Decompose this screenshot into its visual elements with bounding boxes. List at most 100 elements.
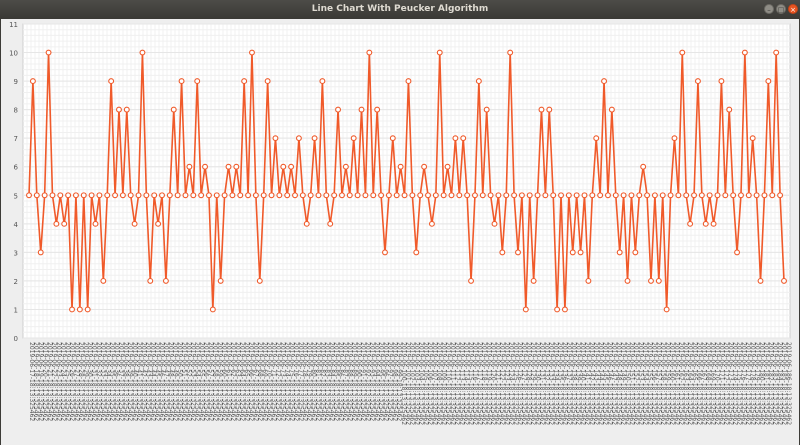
data-point bbox=[745, 192, 752, 199]
y-tick-label: 7 bbox=[14, 135, 18, 143]
data-point bbox=[166, 192, 173, 199]
x-tick-label: 2019-06-184-18:13:325462 bbox=[776, 342, 783, 425]
data-point bbox=[593, 135, 600, 142]
data-point bbox=[679, 49, 686, 56]
data-point bbox=[213, 192, 220, 199]
x-tick-label: 2019-06-175-18:13:325462 bbox=[736, 342, 743, 425]
data-point bbox=[460, 135, 467, 142]
x-tick-label: 2019-06-157-18:13:325462 bbox=[655, 342, 662, 425]
data-point bbox=[252, 192, 259, 199]
maximize-button[interactable]: □ bbox=[776, 4, 786, 14]
x-tick-label: 2019-06-135-18:13:325462 bbox=[557, 342, 564, 425]
x-tick-label: 2019-06-79-18:13:325462 bbox=[306, 342, 313, 421]
x-tick-label: 2019-06-59-18:13:325462 bbox=[216, 342, 223, 421]
data-point bbox=[350, 135, 357, 142]
x-tick-label: 2019-06-20-18:13:325462 bbox=[41, 342, 48, 421]
x-tick-label: 2019-06-141-18:13:325462 bbox=[583, 342, 590, 425]
x-tick-label: 2019-06-63-18:13:325462 bbox=[234, 342, 241, 421]
x-tick-label: 2019-06-148-18:13:325462 bbox=[615, 342, 622, 425]
x-tick-label: 2019-06-164-18:13:325462 bbox=[686, 342, 693, 425]
data-point bbox=[241, 78, 248, 85]
data-point bbox=[221, 192, 228, 199]
data-point bbox=[127, 192, 134, 199]
data-point bbox=[597, 192, 604, 199]
y-tick-label: 2 bbox=[14, 278, 18, 286]
data-point bbox=[237, 192, 244, 199]
data-point bbox=[573, 192, 580, 199]
data-point bbox=[569, 249, 576, 256]
x-tick-label: 2019-06-40-18:13:325462 bbox=[131, 342, 138, 421]
title-bar[interactable]: Line Chart With Peucker Algorithm – □ × bbox=[0, 0, 800, 19]
data-point bbox=[104, 192, 111, 199]
data-point bbox=[260, 192, 267, 199]
x-tick-label: 2019-06-82-18:13:325462 bbox=[319, 342, 326, 421]
data-point bbox=[256, 277, 263, 284]
x-tick-label: 2019-06-31-18:13:325462 bbox=[91, 342, 98, 421]
x-tick-label: 2019-06-47-18:13:325462 bbox=[162, 342, 169, 421]
x-tick-label: 2019-06-49-18:13:325462 bbox=[171, 342, 178, 421]
data-point bbox=[88, 192, 95, 199]
x-tick-label: 2019-06-161-18:13:325462 bbox=[673, 342, 680, 425]
data-point bbox=[194, 78, 201, 85]
x-tick-label: 2019-06-92-18:13:325462 bbox=[364, 342, 371, 421]
y-tick-label: 9 bbox=[14, 78, 18, 86]
x-tick-label: 2019-06-170-18:13:325462 bbox=[713, 342, 720, 425]
data-point bbox=[374, 106, 381, 113]
close-button[interactable]: × bbox=[788, 4, 798, 14]
x-tick-label: 2019-06-144-18:13:325462 bbox=[597, 342, 604, 425]
data-point bbox=[777, 192, 784, 199]
x-tick-label: 2019-06-67-18:13:325462 bbox=[252, 342, 259, 421]
x-tick-label: 2019-06-88-18:13:325462 bbox=[346, 342, 353, 421]
x-tick-label: 2019-06-134-18:13:325462 bbox=[552, 342, 559, 425]
x-tick-label: 2019-06-55-18:13:325462 bbox=[198, 342, 205, 421]
data-point bbox=[444, 163, 451, 170]
data-point bbox=[245, 192, 252, 199]
x-tick-label: 2019-06-163-18:13:325462 bbox=[682, 342, 689, 425]
data-point bbox=[123, 106, 130, 113]
x-tick-label: 2019-06-25-18:13:325462 bbox=[64, 342, 71, 421]
data-point bbox=[339, 192, 345, 199]
x-tick-label: 2019-06-80-18:13:325462 bbox=[310, 342, 317, 421]
x-tick-label: 2019-06-60-18:13:325462 bbox=[221, 342, 228, 421]
x-tick-label: 2019-06-137-18:13:325462 bbox=[566, 342, 573, 425]
data-point bbox=[781, 277, 787, 284]
x-tick-label: 2019-06-177-18:13:325462 bbox=[745, 342, 752, 425]
data-point bbox=[698, 192, 705, 199]
x-tick-label: 2019-06-185-18:13:325462 bbox=[781, 342, 788, 425]
x-tick-label: 2019-06-37-18:13:325462 bbox=[118, 342, 125, 421]
x-tick-label: 2019-06-36-18:13:325462 bbox=[113, 342, 120, 421]
data-point bbox=[155, 220, 162, 227]
data-point bbox=[382, 249, 388, 256]
x-tick-label: 2019-06-149-18:13:325462 bbox=[619, 342, 626, 425]
data-point bbox=[475, 78, 482, 85]
y-tick-label: 0 bbox=[14, 335, 18, 343]
data-point bbox=[448, 192, 455, 199]
x-tick-label: 2019-06-173-18:13:325462 bbox=[727, 342, 734, 425]
data-point bbox=[233, 163, 240, 170]
data-point bbox=[624, 277, 631, 284]
data-point bbox=[41, 192, 48, 199]
data-point bbox=[119, 192, 126, 199]
x-tick-label: 2019-06-104-18:13:325462 bbox=[418, 342, 425, 425]
data-point bbox=[655, 277, 662, 284]
x-tick-label: 2019-06-127-18:13:325462 bbox=[521, 342, 528, 425]
data-point bbox=[620, 192, 627, 199]
data-point bbox=[425, 192, 431, 199]
data-point bbox=[694, 78, 701, 85]
data-point bbox=[628, 192, 635, 199]
data-point bbox=[561, 306, 568, 313]
x-tick-label: 2019-06-140-18:13:325462 bbox=[579, 342, 586, 425]
data-point bbox=[687, 220, 694, 227]
data-point bbox=[738, 192, 744, 199]
data-point bbox=[749, 135, 756, 142]
data-point bbox=[96, 192, 103, 199]
x-tick-label: 2019-06-86-18:13:325462 bbox=[337, 342, 344, 421]
data-point bbox=[354, 192, 361, 199]
minimize-button[interactable]: – bbox=[764, 4, 774, 14]
data-point bbox=[186, 163, 193, 170]
data-point bbox=[550, 192, 557, 199]
x-tick-label: 2019-06-32-18:13:325462 bbox=[95, 342, 102, 421]
data-point bbox=[57, 192, 64, 199]
data-point bbox=[292, 192, 298, 199]
x-tick-label: 2019-06-78-18:13:325462 bbox=[301, 342, 308, 421]
